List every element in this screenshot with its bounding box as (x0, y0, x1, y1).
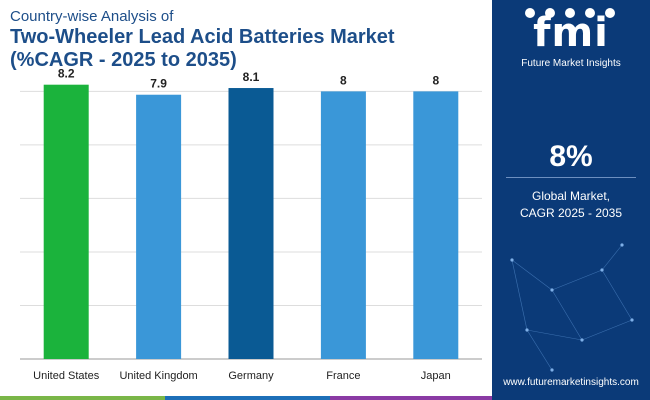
logo-icons (525, 8, 615, 18)
bar-france (320, 91, 366, 359)
category-label: United States (33, 370, 100, 382)
network-graphic (510, 243, 634, 372)
data-label: 7.9 (150, 77, 167, 91)
data-label: 8.1 (243, 70, 260, 84)
category-label: Japan (421, 370, 451, 382)
strip-segment (0, 396, 165, 400)
category-label: United Kingdom (119, 370, 197, 382)
logo-text: fmi (533, 10, 609, 56)
bar-germany (228, 88, 274, 360)
side-panel: fmi Future Market Insights 8% Global Mar… (492, 0, 650, 400)
metric-label-line2: CAGR 2025 - 2035 (519, 206, 623, 220)
data-label: 8 (340, 73, 347, 87)
bar-united-states (43, 84, 89, 359)
data-label: 8 (432, 73, 439, 87)
website-url[interactable]: www.futuremarketinsights.com (503, 377, 639, 388)
chart-header: Country-wise Analysis of Two-Wheeler Lea… (10, 8, 490, 71)
chart-title-period: (%CAGR - 2025 to 2035) (10, 49, 237, 71)
chart-subtitle: Country-wise Analysis of (10, 8, 174, 25)
bar-united-kingdom (136, 94, 182, 359)
bar-japan (413, 91, 459, 359)
fmi-logo: fmi Future Market Insights (492, 0, 650, 75)
global-cagr-label: Global Market, CAGR 2025 - 2035 (492, 188, 650, 222)
category-label: France (326, 370, 360, 382)
metric-divider (506, 177, 636, 178)
strip-segment (330, 396, 492, 400)
chart-title: Two-Wheeler Lead Acid Batteries Market (10, 26, 395, 48)
bar-chart: 8.2 United States 7.9 United Kingdom 8.1 Germ… (20, 67, 482, 382)
category-label: Germany (228, 370, 274, 382)
data-label: 8.2 (58, 67, 75, 81)
strip-segment (165, 396, 330, 400)
global-cagr-value: 8% (549, 140, 593, 173)
metric-label-line1: Global Market, (531, 189, 611, 203)
logo-caption: Future Market Insights (521, 58, 621, 69)
